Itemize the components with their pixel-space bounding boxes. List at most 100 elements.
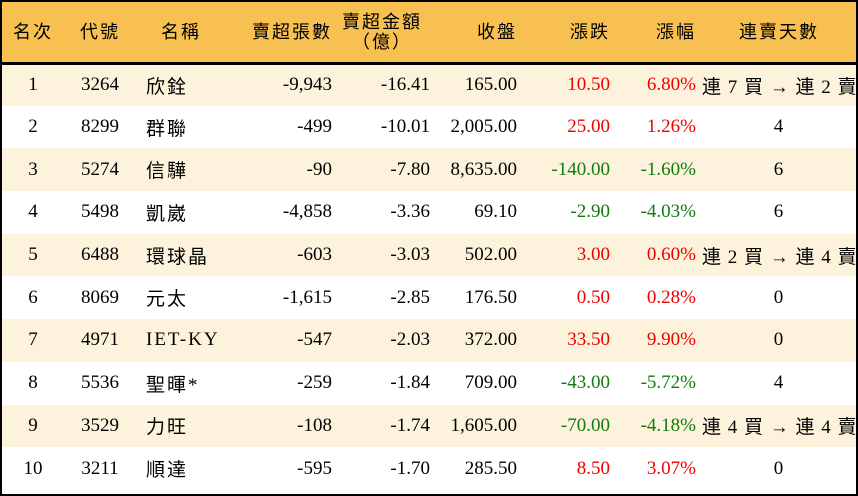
cell-net-sell-amount: -3.36 <box>390 201 430 223</box>
cell-net-sell-shares: -4,858 <box>282 201 332 223</box>
cell-name: 聖暉* <box>146 374 200 396</box>
cell-rank: 4 <box>28 201 38 223</box>
cell-net-sell-shares: -90 <box>306 158 332 180</box>
cell-name: 群聯 <box>146 118 189 140</box>
header-net-sell-amount-line2: （億） <box>352 31 412 52</box>
cell-code: 4971 <box>81 329 119 351</box>
cell-code: 8299 <box>81 116 119 138</box>
cell-close: 372.00 <box>464 329 517 351</box>
cell-net-sell-shares: -499 <box>297 116 332 138</box>
cell-close: 176.50 <box>464 286 517 308</box>
table-row: 6 8069 元太 -1,615 -2.85 176.50 0.50 0.28%… <box>2 276 856 320</box>
cell-rank: 8 <box>28 372 38 394</box>
header-net-sell-shares: 賣超張數 <box>252 21 332 42</box>
cell-change-pct: -5.72% <box>640 372 696 394</box>
cell-change: -2.90 <box>570 201 610 223</box>
header-net-sell-amount-line1: 賣超金額 <box>342 11 422 32</box>
cell-change-pct: 1.26% <box>646 116 696 138</box>
cell-code: 3211 <box>81 457 119 479</box>
cell-rank: 5 <box>28 244 38 266</box>
cell-rank: 7 <box>28 329 38 351</box>
cell-rank: 9 <box>28 414 38 436</box>
header-streak: 連賣天數 <box>739 21 819 42</box>
cell-net-sell-amount: -7.80 <box>390 158 430 180</box>
table-row: 2 8299 群聯 -499 -10.01 2,005.00 25.00 1.2… <box>2 105 856 149</box>
cell-change: -43.00 <box>560 372 610 394</box>
cell-close: 285.50 <box>464 457 517 479</box>
header-change-pct: 漲幅 <box>656 21 696 42</box>
cell-rank: 6 <box>28 286 38 308</box>
cell-net-sell-amount: -16.41 <box>380 74 430 96</box>
table-row: 1 3264 欣銓 -9,943 -16.41 165.00 10.50 6.8… <box>2 63 858 106</box>
cell-change: 25.00 <box>567 116 610 138</box>
header-name: 名稱 <box>161 21 201 42</box>
cell-code: 3529 <box>81 414 119 436</box>
cell-close: 502.00 <box>464 244 517 266</box>
cell-name: 欣銓 <box>146 76 189 98</box>
cell-streak: 0 <box>773 329 785 351</box>
cell-rank: 3 <box>28 158 38 180</box>
header-net-sell-amount: 賣超金額 （億） <box>332 2 432 63</box>
table-row: 4 5498 凱崴 -4,858 -3.36 69.10 -2.90 -4.03… <box>2 191 856 234</box>
cell-net-sell-shares: -108 <box>297 414 332 436</box>
header-code: 代號 <box>80 21 120 42</box>
table-row: 7 4971 IET-KY -547 -2.03 372.00 33.50 9.… <box>2 319 856 362</box>
header-rank: 名次 <box>13 21 53 42</box>
cell-net-sell-amount: -2.03 <box>390 329 430 351</box>
cell-net-sell-shares: -547 <box>297 329 332 351</box>
cell-code: 8069 <box>81 286 119 308</box>
cell-change-pct: 0.28% <box>646 286 696 308</box>
cell-streak: 連 4 買 → 連 4 賣 <box>702 417 858 439</box>
cell-streak: 4 <box>773 116 785 138</box>
cell-name: 凱崴 <box>146 203 189 225</box>
cell-code: 5536 <box>81 372 119 394</box>
cell-change: 0.50 <box>576 286 610 308</box>
table-body: 1 3264 欣銓 -9,943 -16.41 165.00 10.50 6.8… <box>2 63 858 490</box>
cell-change: 10.50 <box>567 74 610 96</box>
cell-change-pct: -4.18% <box>640 414 696 436</box>
cell-net-sell-shares: -259 <box>297 372 332 394</box>
cell-net-sell-shares: -595 <box>297 457 332 479</box>
cell-close: 709.00 <box>464 372 517 394</box>
cell-name: 順達 <box>146 460 189 482</box>
cell-change-pct: 3.07% <box>646 457 696 479</box>
cell-change-pct: 6.80% <box>646 74 696 96</box>
cell-streak: 6 <box>773 158 785 180</box>
table-row: 8 5536 聖暉* -259 -1.84 709.00 -43.00 -5.7… <box>2 361 856 405</box>
table-row: 3 5274 信驊 -90 -7.80 8,635.00 -140.00 -1.… <box>2 148 856 192</box>
cell-name: 信驊 <box>146 161 189 183</box>
cell-code: 6488 <box>81 244 119 266</box>
cell-change: -70.00 <box>560 414 610 436</box>
cell-change-pct: -4.03% <box>640 201 696 223</box>
cell-net-sell-shares: -603 <box>297 244 332 266</box>
cell-streak: 連 2 買 → 連 4 賣 <box>702 246 858 268</box>
cell-streak: 連 7 買 → 連 2 賣 <box>702 76 858 98</box>
header-close: 收盤 <box>477 21 517 42</box>
cell-streak: 0 <box>773 457 785 479</box>
cell-net-sell-amount: -10.01 <box>380 116 430 138</box>
table-row: 5 6488 環球晶 -603 -3.03 502.00 3.00 0.60% … <box>2 233 858 277</box>
cell-name: 環球晶 <box>146 246 210 268</box>
cell-change-pct: -1.60% <box>640 158 696 180</box>
cell-name: 元太 <box>146 289 189 311</box>
table-row: 9 3529 力旺 -108 -1.74 1,605.00 -70.00 -4.… <box>2 404 858 448</box>
cell-close: 165.00 <box>464 74 517 96</box>
cell-net-sell-shares: -1,615 <box>282 286 332 308</box>
cell-close: 8,635.00 <box>450 158 518 180</box>
cell-rank: 1 <box>28 74 38 96</box>
table-row: 10 3211 順達 -595 -1.70 285.50 8.50 3.07% … <box>2 447 856 490</box>
cell-net-sell-amount: -1.74 <box>390 414 430 436</box>
header-change: 漲跌 <box>570 21 610 42</box>
cell-rank: 2 <box>28 116 38 138</box>
cell-net-sell-amount: -2.85 <box>390 286 430 308</box>
cell-change-pct: 0.60% <box>646 244 696 266</box>
cell-code: 5274 <box>81 158 119 180</box>
cell-change: -140.00 <box>551 158 610 180</box>
cell-streak: 6 <box>773 201 785 223</box>
cell-code: 3264 <box>81 74 119 96</box>
cell-net-sell-amount: -1.70 <box>390 457 430 479</box>
cell-close: 2,005.00 <box>450 116 518 138</box>
cell-name: IET-KY <box>146 329 220 351</box>
cell-code: 5498 <box>81 201 119 223</box>
